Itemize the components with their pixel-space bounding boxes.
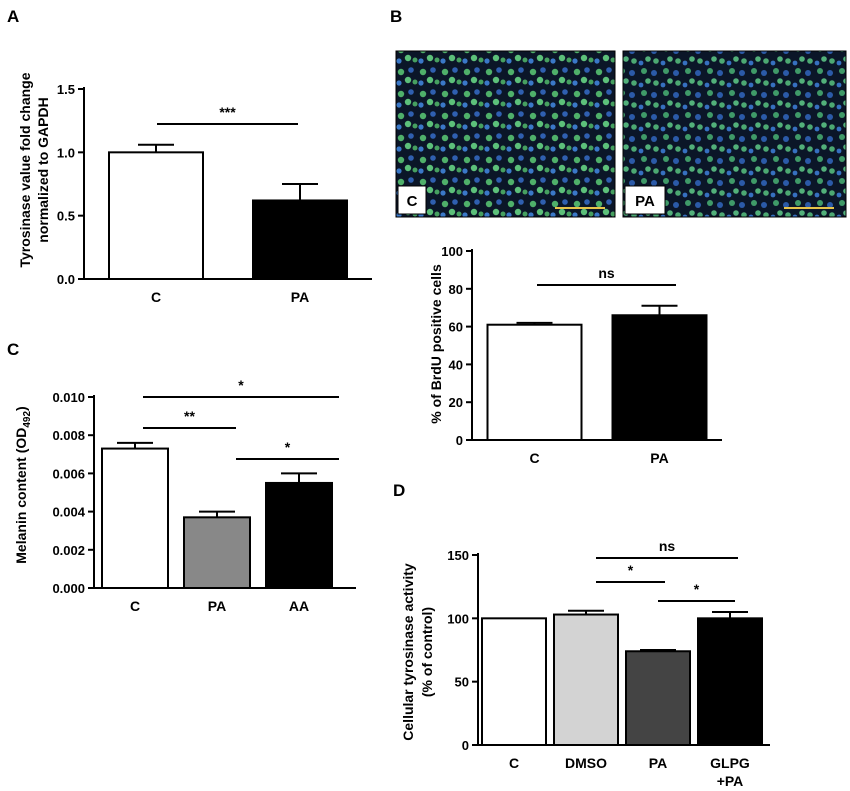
category-label: PA <box>650 450 668 466</box>
micrograph-pa: PA <box>622 50 847 218</box>
y-tick-label: 0.002 <box>52 543 85 558</box>
chart-d: 0 50 100 150 C DMSO PA GLPG +PA ns * * Cellular tyro… <box>400 538 770 789</box>
category-label: C <box>509 755 519 771</box>
category-label: GLPG <box>710 755 750 771</box>
category-label: +PA <box>717 773 744 789</box>
category-label: C <box>529 450 539 466</box>
category-label: C <box>151 289 161 305</box>
y-tick-label: 0.0 <box>57 272 75 287</box>
bar-aa <box>265 481 333 590</box>
significance-label: ns <box>659 538 676 554</box>
significance-label: ** <box>184 408 195 424</box>
y-axis-label-main: Melanin content (OD <box>13 428 29 564</box>
bar-c <box>101 447 169 589</box>
y-tick-label: 0 <box>462 738 469 753</box>
y-tick-label: 100 <box>441 244 463 259</box>
y-tick-label: 0.010 <box>52 390 85 405</box>
category-label: PA <box>291 289 309 305</box>
image-tag-box-c <box>397 185 427 215</box>
image-tag-c: C <box>407 193 418 210</box>
y-tick-label: 50 <box>455 675 469 690</box>
significance-label: *** <box>219 104 236 120</box>
y-tick-label: 0.006 <box>52 466 85 481</box>
y-axis-label: Cellular tyrosinase activity <box>400 563 416 741</box>
chart-a: 0.0 0.5 1.0 1.5 C PA *** Tyrosinase value fold … <box>17 72 372 305</box>
bar-pa <box>611 314 708 442</box>
y-tick-label: 1.5 <box>57 82 75 97</box>
category-label: DMSO <box>565 755 607 771</box>
y-axis-label: % of BrdU positive cells <box>428 264 444 424</box>
significance-label: * <box>238 377 244 393</box>
y-tick-label: 100 <box>447 611 469 626</box>
y-axis-label: normalized to GAPDH <box>35 97 51 242</box>
image-tag-box-pa <box>624 185 666 215</box>
image-tag-pa: PA <box>635 193 655 210</box>
y-tick-label: 20 <box>449 395 463 410</box>
bar-dmso <box>553 613 619 746</box>
panel-label-a: A <box>7 7 19 26</box>
y-tick-label: 60 <box>449 320 463 335</box>
bar-c <box>108 151 204 280</box>
significance-label: * <box>285 439 291 455</box>
y-axis-label: (% of control) <box>419 607 435 697</box>
panel-label-c: C <box>7 340 19 359</box>
significance-label: * <box>628 562 634 578</box>
y-tick-label: 80 <box>449 282 463 297</box>
y-axis-label-subscript: 492 <box>22 410 33 427</box>
category-label: PA <box>649 755 667 771</box>
y-axis-label-end: ) <box>13 406 29 411</box>
micrograph-c: C <box>395 50 616 218</box>
y-tick-label: 0.000 <box>52 581 85 596</box>
significance-label: ns <box>598 265 615 281</box>
bar-pa <box>252 199 348 280</box>
chart-b: 0 20 40 60 80 100 C PA ns % of BrdU positive cell… <box>428 244 722 466</box>
y-tick-label: 150 <box>447 548 469 563</box>
bar-pa <box>625 650 691 746</box>
bar-c <box>486 323 583 441</box>
bar-pa <box>183 516 251 590</box>
panel-label-b: B <box>390 7 402 26</box>
y-axis-label: Melanin content (OD492) <box>13 406 33 563</box>
bar-c <box>481 617 547 746</box>
y-tick-label: 0.004 <box>52 505 85 520</box>
y-tick-label: 40 <box>449 357 463 372</box>
y-tick-label: 0.5 <box>57 209 75 224</box>
y-axis-label: Tyrosinase value fold change <box>17 72 33 267</box>
y-tick-label: 0 <box>456 433 463 448</box>
charts: 0.00.51.01.5C PA***Tyrosinase value fold … <box>13 72 770 789</box>
y-tick-label: 0.008 <box>52 428 85 443</box>
bar-glpg <box>697 617 763 746</box>
significance-label: * <box>694 581 700 597</box>
category-label: C <box>130 598 140 614</box>
y-tick-label: 1.0 <box>57 145 75 160</box>
panel-label-d: D <box>393 481 405 500</box>
category-label: PA <box>208 598 226 614</box>
category-label: AA <box>289 598 309 614</box>
